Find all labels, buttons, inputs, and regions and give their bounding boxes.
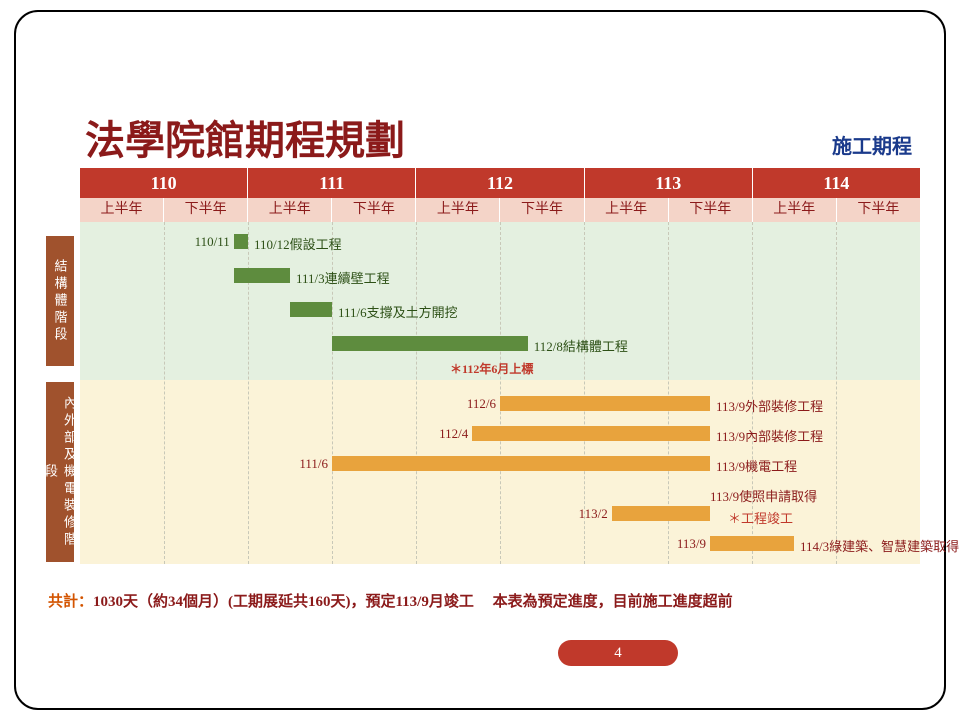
gantt-bar xyxy=(234,234,248,249)
year-cell: 110 xyxy=(80,168,248,198)
half-cell: 下半年 xyxy=(500,198,584,222)
bar-end-label: 113/9機電工程 xyxy=(716,456,797,475)
gantt-bar xyxy=(472,426,710,441)
grid-line xyxy=(500,222,501,564)
milestone-label: ＊112年6月上標 xyxy=(450,360,533,377)
year-cell: 112 xyxy=(416,168,584,198)
gantt-bar xyxy=(290,302,332,317)
page-title: 法學院館期程規劃 xyxy=(85,108,405,166)
year-header-row: 110 111 112 113 114 xyxy=(80,168,920,198)
footer-text-1: 1030天（約34個月）(工期展延共160天)，預定113/9月竣工 xyxy=(93,594,474,610)
grid-line xyxy=(416,222,417,564)
extra-label: 113/9使照申請取得 xyxy=(710,486,817,505)
bar-start-label: 112/6 xyxy=(444,396,496,412)
half-cell: 下半年 xyxy=(669,198,753,222)
phase2-label: 內外部及機電裝修階段 xyxy=(46,382,74,562)
half-header-row: 上半年 下半年 上半年 下半年 上半年 下半年 上半年 下半年 上半年 下半年 xyxy=(80,198,920,222)
gantt-bar xyxy=(234,268,290,283)
year-cell: 111 xyxy=(248,168,416,198)
bar-end-label: 111/6支撐及土方開挖 xyxy=(338,302,458,321)
year-cell: 113 xyxy=(585,168,753,198)
bar-end-label: 114/3綠建築、智慧建築取得 xyxy=(800,536,959,555)
half-cell: 下半年 xyxy=(332,198,416,222)
page-number-badge: 4 xyxy=(558,640,678,666)
gantt-bar xyxy=(612,506,710,521)
gantt-bar xyxy=(710,536,794,551)
half-cell: 上半年 xyxy=(416,198,500,222)
gantt-bar xyxy=(332,336,528,351)
year-cell: 114 xyxy=(753,168,920,198)
bar-start-label: 113/9 xyxy=(654,536,706,552)
bar-end-label: 113/9外部裝修工程 xyxy=(716,396,823,415)
footer-text-2: 本表為預定進度，目前施工進度超前 xyxy=(493,594,733,610)
bar-end-label: 110/12假設工程 xyxy=(254,234,342,253)
half-cell: 下半年 xyxy=(164,198,248,222)
half-cell: 上半年 xyxy=(753,198,837,222)
grid-line xyxy=(836,222,837,564)
half-cell: 下半年 xyxy=(837,198,920,222)
half-cell: 上半年 xyxy=(80,198,164,222)
phase1-label: 結構體階段 xyxy=(46,236,74,366)
half-cell: 上半年 xyxy=(248,198,332,222)
bar-start-label: 111/6 xyxy=(276,456,328,472)
gantt-bar xyxy=(332,456,710,471)
bar-end-label: 113/9內部裝修工程 xyxy=(716,426,823,445)
bar-start-label: 113/2 xyxy=(556,506,608,522)
extra-label: ＊工程竣工 xyxy=(728,508,793,527)
grid-line xyxy=(164,222,165,564)
page-subtitle: 施工期程 xyxy=(832,130,912,159)
bar-end-label: 112/8結構體工程 xyxy=(534,336,628,355)
half-cell: 上半年 xyxy=(585,198,669,222)
gantt-bar xyxy=(500,396,710,411)
bar-start-label: 112/4 xyxy=(416,426,468,442)
footer-prefix: 共計： xyxy=(48,594,93,610)
footer-summary: 共計：1030天（約34個月）(工期展延共160天)，預定113/9月竣工 本表… xyxy=(48,590,733,611)
bar-start-label: 110/11 xyxy=(178,234,230,250)
bar-end-label: 111/3連續壁工程 xyxy=(296,268,390,287)
